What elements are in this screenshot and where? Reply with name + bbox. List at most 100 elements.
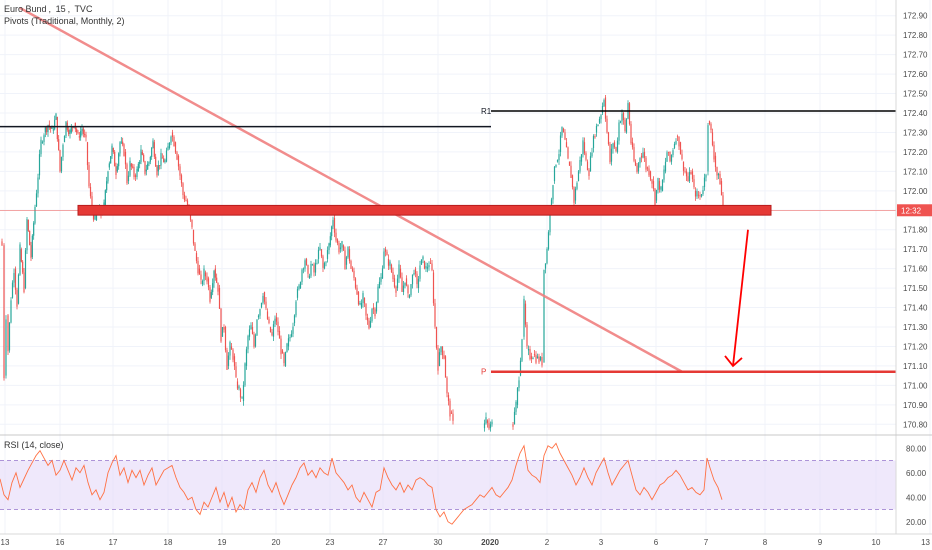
candle-body: [168, 142, 171, 149]
candle-body: [210, 292, 212, 298]
candle-body: [360, 302, 363, 308]
candle-body: [515, 401, 517, 412]
time-tick-label: 2020: [481, 538, 499, 547]
candle-body: [82, 128, 84, 134]
candle-body: [369, 321, 372, 327]
time-tick-label: 23: [326, 538, 335, 547]
candle-body: [3, 245, 5, 379]
candle-body: [441, 346, 444, 356]
candle-body: [47, 125, 49, 133]
candle-body: [392, 271, 394, 280]
candle-body: [305, 258, 308, 265]
candle-body: [34, 206, 36, 224]
candle-body: [446, 377, 448, 394]
price-tick-label: 172.40: [903, 109, 928, 118]
candle-body: [325, 262, 327, 264]
candle-body: [281, 350, 284, 354]
candle-body: [86, 142, 89, 166]
rsi-tick-label: 60.00: [906, 469, 927, 478]
candle-body: [239, 389, 242, 398]
candle-body: [323, 263, 326, 269]
candle-body: [148, 161, 150, 164]
candle-body: [658, 181, 661, 190]
candle-body: [241, 396, 243, 398]
candle-body: [91, 196, 93, 211]
candle-body: [307, 264, 309, 274]
candle-body: [529, 349, 531, 360]
time-tick-label: 13: [921, 538, 930, 547]
candle-body: [185, 200, 187, 201]
candle-body: [114, 151, 116, 167]
pivots-indicator-label[interactable]: Pivots (Traditional, Monthly, 2): [4, 16, 125, 26]
candle-body: [357, 291, 360, 305]
candle-body: [440, 346, 442, 353]
candle-body: [570, 165, 572, 178]
candle-body: [30, 245, 32, 258]
candle-body: [76, 129, 78, 133]
candle-body: [640, 155, 643, 158]
candle-body: [606, 118, 608, 133]
candle-body: [136, 168, 138, 177]
rsi-indicator-label[interactable]: RSI (14, close): [4, 440, 64, 450]
candle-body: [571, 175, 574, 188]
candle-body: [137, 163, 139, 172]
candle-body: [423, 260, 426, 269]
candle-body: [176, 152, 178, 160]
candle-body: [259, 309, 261, 316]
candle-body: [8, 322, 11, 351]
candle-body: [713, 145, 715, 160]
candle-body: [568, 161, 571, 166]
candle-body: [328, 243, 330, 251]
time-tick-label: 6: [654, 538, 659, 547]
candle-body: [256, 319, 258, 336]
candle-body: [586, 161, 589, 171]
candle-body: [437, 347, 439, 371]
rsi-tick-label: 20.00: [906, 518, 927, 527]
interval-label[interactable]: 15: [55, 4, 66, 14]
candle-body: [65, 121, 67, 136]
candle-body: [151, 147, 153, 158]
candle-body: [519, 360, 522, 376]
candle-body: [111, 145, 113, 157]
candle-body: [191, 219, 193, 228]
symbol-name[interactable]: Euro Bund: [4, 4, 47, 14]
candle-body: [329, 236, 331, 246]
candle-body: [405, 278, 408, 286]
candle-body: [233, 356, 236, 367]
candle-body: [386, 251, 388, 256]
price-tick-label: 172.90: [903, 12, 928, 21]
candle-body: [302, 268, 305, 270]
candle-body: [432, 272, 435, 304]
candle-body: [186, 200, 189, 208]
candle-body: [649, 171, 652, 180]
candle-body: [147, 163, 149, 170]
candle-body: [428, 265, 430, 268]
candle-body: [149, 157, 151, 162]
price-tick-label: 172.00: [903, 187, 928, 196]
candle-body: [431, 263, 433, 271]
candle-body: [351, 268, 354, 271]
candle-body: [625, 118, 628, 133]
candle-body: [443, 355, 445, 359]
candle-body: [717, 173, 720, 176]
candle-body: [293, 315, 296, 324]
candle-body: [354, 278, 357, 288]
drawings: R1 P: [0, 6, 896, 377]
candle-body: [85, 134, 87, 138]
candle-body: [697, 194, 700, 196]
candle-body: [319, 247, 321, 250]
candle-body: [666, 152, 668, 162]
candle-body: [153, 142, 155, 157]
candle-body: [350, 260, 352, 269]
price-tick-label: 171.70: [903, 245, 928, 254]
candle-body: [585, 153, 587, 160]
candle-body: [118, 153, 120, 167]
candle-body: [720, 181, 723, 196]
candle-body: [171, 132, 174, 138]
price-tick-label: 172.60: [903, 70, 928, 79]
time-tick-label: 13: [1, 538, 10, 547]
candle-body: [663, 169, 665, 180]
candle-body: [521, 339, 523, 361]
